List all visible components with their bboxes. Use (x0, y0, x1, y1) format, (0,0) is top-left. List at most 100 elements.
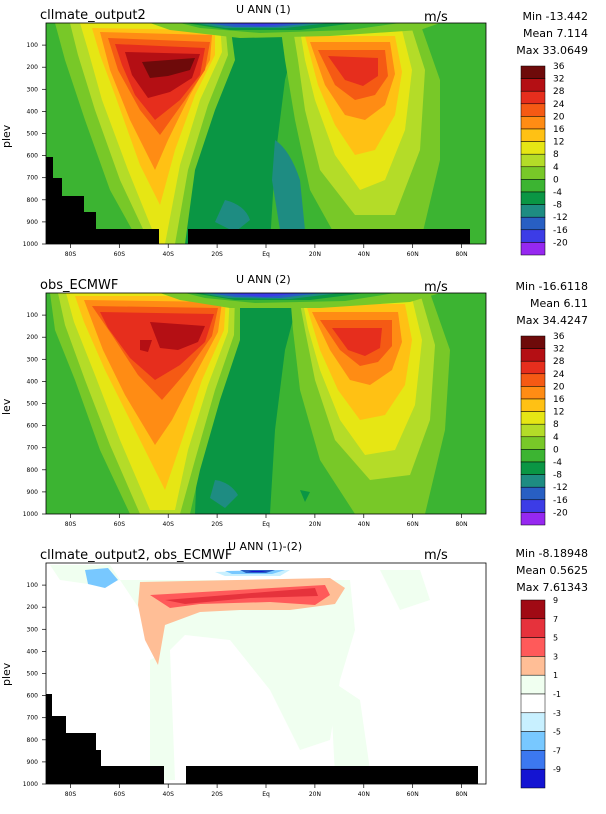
colorbar-label: 16 (553, 395, 565, 405)
colorbar-label: -20 (553, 238, 568, 248)
colorbar-label: 28 (553, 87, 565, 97)
colorbar-swatch (520, 65, 546, 79)
y-tick-label: 100 (27, 312, 39, 319)
y-tick-label: 500 (27, 131, 39, 138)
y-tick-label: 300 (27, 356, 39, 363)
colorbar-swatch (520, 103, 546, 117)
x-tick-label: 60N (407, 791, 419, 798)
stat-min: Min -16.6118 (515, 280, 588, 293)
case-label: cllmate_output2, obs_ECMWF (40, 548, 233, 563)
y-tick-label: 200 (27, 604, 39, 611)
case-label: cllmate_output2 (40, 8, 146, 23)
colorbar-label: -7 (553, 746, 561, 755)
x-tick-label: 40S (162, 251, 174, 258)
y-tick-label: 800 (27, 737, 39, 744)
x-tick-label: 60S (114, 251, 126, 258)
colorbar-label: -16 (553, 496, 568, 506)
y-tick-label: 1000 (23, 241, 38, 248)
colorbar-label: 4 (553, 433, 559, 443)
y-tick-label: 800 (27, 467, 39, 474)
colorbar-label: -5 (553, 728, 561, 737)
y-tick-label: 300 (27, 86, 39, 93)
colorbar-swatch (520, 618, 546, 638)
x-tick-label: 20N (309, 791, 321, 798)
x-tick-label: 20S (211, 521, 223, 528)
colorbar-swatch (520, 335, 546, 349)
colorbar-swatch (520, 204, 546, 218)
colorbar-swatch (520, 674, 546, 695)
y-ticks: 100 200 300 400 500 600 700 800 900 1000 (23, 582, 46, 788)
stat-mean: Mean 6.11 (530, 297, 588, 310)
stat-mean: Mean 0.5625 (516, 564, 588, 577)
units-label: m/s (424, 10, 448, 25)
colorbar-swatch (520, 411, 546, 425)
stat-mean: Mean 7.114 (523, 27, 588, 40)
colorbar-swatch (520, 599, 546, 620)
colorbar: 9 7 5 3 1 -1 -3 -5 -7 -9 (520, 596, 561, 789)
colorbar-swatch (520, 191, 546, 205)
colorbar-label: 32 (553, 345, 564, 355)
colorbar-label: 12 (553, 138, 564, 148)
colorbar-label: 4 (553, 163, 559, 173)
y-tick-label: 1000 (23, 511, 38, 518)
stat-max: Max 34.4247 (516, 314, 588, 327)
y-tick-label: 800 (27, 197, 39, 204)
plot-title: U ANN (1)-(2) (228, 540, 303, 553)
panel-1: cllmate_output2 U ANN (1) m/s Min -13.44… (0, 0, 606, 270)
colorbar-swatch (520, 474, 546, 488)
colorbar-label: 12 (553, 408, 564, 418)
colorbar-label: -16 (553, 226, 568, 236)
x-tick-label: 80N (455, 521, 467, 528)
y-ticks: 100 200 300 400 500 600 700 800 900 1000 (23, 312, 46, 518)
panel-3: cllmate_output2, obs_ECMWF U ANN (1)-(2)… (0, 540, 606, 814)
colorbar-swatch (520, 768, 546, 789)
colorbar-swatch (520, 360, 546, 375)
colorbar-label: -1 (553, 690, 561, 699)
colorbar-label: 36 (553, 62, 565, 72)
colorbar-label: 24 (553, 100, 565, 110)
colorbar-label: -12 (553, 483, 568, 493)
colorbar-label: 5 (553, 634, 558, 643)
x-tick-label: Eq (262, 521, 270, 528)
colorbar-swatch (520, 166, 546, 180)
x-ticks: 80S 60S 40S 20S Eq 20N 40N 60N 80N (65, 514, 468, 528)
units-label: m/s (424, 280, 448, 295)
colorbar-label: 16 (553, 125, 565, 135)
y-tick-label: 400 (27, 108, 39, 115)
stat-max: Max 7.61343 (516, 581, 588, 594)
y-ticks: 100 200 300 400 500 600 700 800 900 1000 (23, 42, 46, 248)
colorbar-swatch (520, 242, 546, 256)
stat-max: Max 33.0649 (516, 44, 588, 57)
x-tick-label: 40N (358, 251, 370, 258)
colorbar-swatch (520, 436, 546, 450)
case-label: obs_ECMWF (40, 278, 119, 293)
y-tick-label: 100 (27, 582, 39, 589)
colorbar-swatch (520, 128, 546, 142)
x-tick-label: 20S (211, 251, 223, 258)
colorbar-swatch (520, 637, 546, 657)
x-tick-label: 20S (211, 791, 223, 798)
y-tick-label: 500 (27, 671, 39, 678)
colorbar-label: 9 (553, 596, 558, 605)
colorbar-label: 28 (553, 357, 565, 367)
y-tick-label: 600 (27, 153, 39, 160)
colorbar-swatch (520, 386, 546, 400)
x-tick-label: 80N (455, 251, 467, 258)
colorbar-label: 20 (553, 112, 565, 122)
colorbar-swatch (520, 693, 546, 714)
y-tick-label: 300 (27, 626, 39, 633)
y-tick-label: 900 (27, 489, 39, 496)
x-tick-label: 40N (358, 791, 370, 798)
plot-title: U ANN (1) (236, 3, 291, 16)
colorbar-label: 8 (553, 420, 559, 430)
colorbar-swatch (520, 78, 546, 92)
colorbar-swatch (520, 449, 546, 463)
y-tick-label: 700 (27, 175, 39, 182)
x-tick-label: 40N (358, 521, 370, 528)
colorbar-label: -4 (553, 188, 562, 198)
colorbar-swatch (520, 499, 546, 513)
colorbar-label: -20 (553, 508, 568, 518)
units-label: m/s (424, 548, 448, 563)
